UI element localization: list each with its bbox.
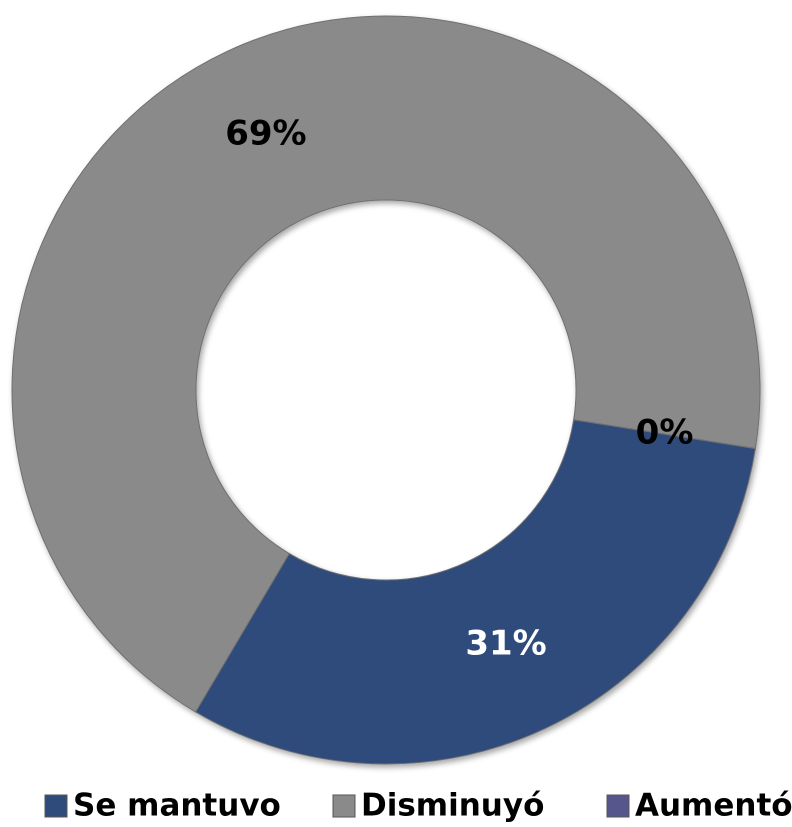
legend-label: Aumentó [635,788,792,824]
data-label: 0% [636,413,694,453]
data-label: 31% [465,624,546,664]
legend-swatch [332,794,356,818]
legend-swatch [606,794,630,818]
data-label: 69% [225,113,306,153]
donut [11,15,761,765]
legend-label: Disminuyó [361,788,544,824]
donut-slice [573,419,756,450]
legend-swatch [44,794,68,818]
donut-slice [11,15,761,713]
legend-label: Se mantuvo [73,788,281,824]
donut-slice [194,419,756,765]
